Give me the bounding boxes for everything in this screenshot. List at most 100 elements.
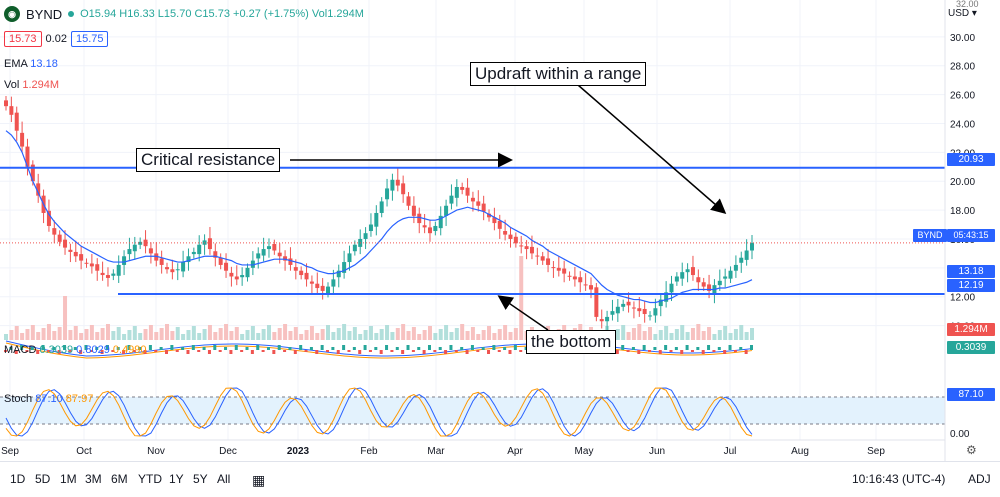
volume-bar: [390, 332, 395, 340]
macd-histogram-bar: [497, 350, 501, 352]
candle-body: [707, 284, 712, 291]
ema-legend[interactable]: EMA 13.18: [4, 58, 58, 70]
timeframe-1y[interactable]: 1Y: [169, 472, 184, 486]
candle-body: [540, 256, 545, 261]
volume-bar: [181, 334, 186, 340]
settings-gear-icon[interactable]: ⚙: [966, 443, 977, 457]
candle-body: [250, 260, 255, 268]
volume-bar: [739, 325, 744, 340]
candle-body: [148, 248, 153, 254]
macd-histogram-bar: [503, 347, 507, 350]
candle-body: [79, 254, 84, 261]
macd-histogram-bar: [685, 345, 689, 350]
candle-body: [395, 179, 400, 186]
candle-body: [669, 283, 674, 293]
volume-bar: [218, 328, 223, 340]
timeframe-1m[interactable]: 1M: [60, 472, 77, 486]
candle-body: [476, 201, 481, 206]
volume-bar: [30, 325, 35, 340]
volume-bar: [175, 327, 180, 340]
currency-selector[interactable]: USD ▾: [948, 8, 977, 19]
macd-histogram-bar: [277, 345, 281, 350]
candle-body: [159, 258, 164, 265]
critical-resistance-callout[interactable]: Critical resistance: [136, 148, 281, 172]
adj-toggle[interactable]: ADJ: [968, 472, 991, 486]
volume-bar: [454, 328, 459, 340]
candle-body: [336, 270, 341, 278]
time-tick-label: Oct: [76, 446, 92, 457]
last-symbol-tag: BYND: [913, 229, 947, 242]
macd-histogram-bar: [615, 350, 619, 354]
candle-body: [631, 307, 636, 309]
volume-bar: [89, 325, 94, 340]
timeframe-6m[interactable]: 6M: [111, 472, 128, 486]
time-tick-label: Sep: [1, 446, 19, 457]
timeframe-5d[interactable]: 5D: [35, 472, 51, 486]
volume-bar: [207, 325, 212, 340]
candle-body: [567, 275, 572, 277]
macd-histogram-bar: [95, 347, 99, 350]
macd-histogram-bar: [79, 350, 83, 354]
updraft-callout[interactable]: Updraft within a range: [470, 62, 647, 86]
candle-body: [4, 100, 8, 107]
volume-bar: [63, 296, 68, 340]
volume-bar: [438, 329, 443, 340]
macd-histogram-bar: [669, 350, 673, 352]
volume-bar: [664, 326, 669, 340]
timeframe-1d[interactable]: 1D: [10, 472, 26, 486]
candle-body: [605, 316, 610, 322]
macd-legend[interactable]: MACD 0.3039 0.8029 0.4990: [4, 344, 147, 356]
candle-body: [20, 132, 25, 147]
volume-tag: 1.294M: [947, 323, 995, 336]
time-tick-label: Feb: [360, 446, 378, 457]
timeframe-3m[interactable]: 3M: [85, 472, 102, 486]
volume-bar: [707, 327, 712, 340]
volume-bar: [256, 333, 261, 340]
volume-bar: [648, 327, 653, 340]
volume-bar: [395, 328, 400, 340]
macd-histogram-bar: [30, 347, 34, 350]
calendar-icon[interactable]: ▦: [252, 472, 266, 488]
volume-bar: [750, 328, 754, 340]
candle-body: [46, 210, 51, 226]
candle-body: [14, 112, 19, 131]
symbol-name[interactable]: BYND: [26, 6, 63, 22]
macd-histogram-bar: [256, 345, 260, 350]
volume-bar: [508, 332, 513, 340]
volume-bar: [41, 328, 46, 340]
volume-bar: [712, 334, 717, 340]
volume-bar: [165, 324, 170, 340]
timeframe-5y[interactable]: 5Y: [193, 472, 208, 486]
candle-body: [401, 183, 406, 195]
candle-body: [492, 217, 497, 224]
candle-body: [658, 299, 663, 307]
volume-bar: [669, 333, 674, 340]
bid-price[interactable]: 15.73: [4, 31, 42, 47]
macd-histogram-bar: [460, 347, 464, 350]
macd-histogram-bar: [438, 347, 442, 350]
macd-histogram-bar: [470, 345, 474, 350]
vol-legend[interactable]: Vol 1.294M: [4, 79, 59, 91]
volume-bar: [385, 325, 390, 340]
volume-bar: [422, 330, 427, 340]
bottom-callout[interactable]: the bottom: [526, 330, 617, 354]
timeframe-all[interactable]: All: [217, 472, 231, 486]
volume-bar: [122, 334, 127, 340]
candle-body: [470, 197, 475, 202]
candle-body: [615, 306, 620, 314]
macd-histogram-bar: [701, 350, 705, 354]
volume-bar: [4, 334, 8, 340]
volume-bar: [674, 329, 679, 340]
candle-body: [229, 272, 234, 277]
price-tick-label: 26.00: [950, 91, 975, 102]
volume-bar: [272, 332, 277, 340]
candle-body: [385, 188, 390, 200]
candle-body: [481, 203, 486, 212]
candle-body: [750, 242, 754, 251]
candle-body: [30, 164, 35, 182]
ask-price[interactable]: 15.75: [70, 31, 109, 47]
clock[interactable]: 10:16:43 (UTC-4): [852, 472, 946, 486]
stoch-legend[interactable]: Stoch 87.10 87.97: [4, 393, 93, 405]
timeframe-ytd[interactable]: YTD: [138, 472, 162, 486]
